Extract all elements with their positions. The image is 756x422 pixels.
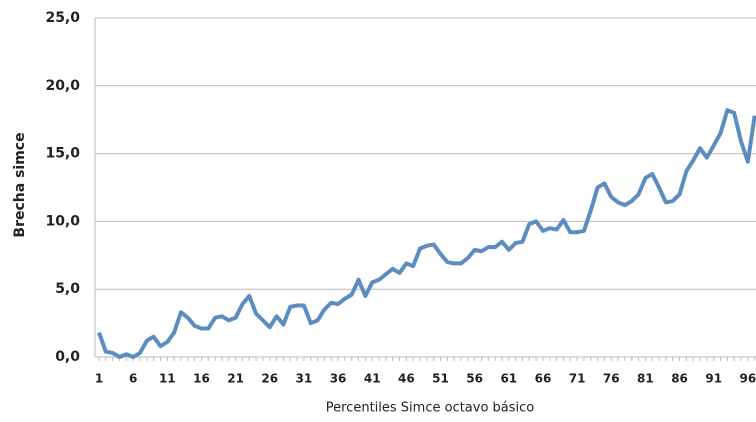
x-tick-label: 1 (95, 372, 103, 386)
x-tick-label: 26 (261, 372, 278, 386)
x-tick-label: 76 (603, 372, 620, 386)
x-axis-label: Percentiles Simce octavo básico (326, 401, 535, 416)
x-tick-label: 11 (159, 372, 176, 386)
x-tick-label: 91 (705, 372, 722, 386)
y-tick-label: 10,0 (45, 213, 80, 229)
x-tick-label: 86 (671, 372, 688, 386)
x-tick-label: 81 (637, 372, 654, 386)
x-tick-label: 71 (569, 372, 586, 386)
x-tick-label: 96 (739, 372, 756, 386)
x-tick-label: 21 (227, 372, 244, 386)
x-tick-label: 46 (398, 372, 415, 386)
y-tick-label: 25,0 (45, 10, 80, 26)
x-tick-label: 51 (432, 372, 449, 386)
x-tick-label: 56 (466, 372, 483, 386)
x-tick-label: 31 (296, 372, 313, 386)
line (97, 108, 756, 359)
y-tick-label: 15,0 (45, 146, 80, 162)
x-tick-label: 6 (129, 372, 137, 386)
x-tick-label: 41 (364, 372, 381, 386)
y-tick-label: 20,0 (45, 78, 80, 94)
x-tick-label: 16 (193, 372, 210, 386)
y-axis-label: Brecha simce (12, 132, 28, 237)
x-tick-label: 61 (500, 372, 517, 386)
x-tick-label: 66 (535, 372, 552, 386)
x-tick-label: 36 (330, 372, 347, 386)
y-tick-label: 0,0 (55, 349, 80, 365)
y-tick-label: 5,0 (55, 281, 80, 297)
